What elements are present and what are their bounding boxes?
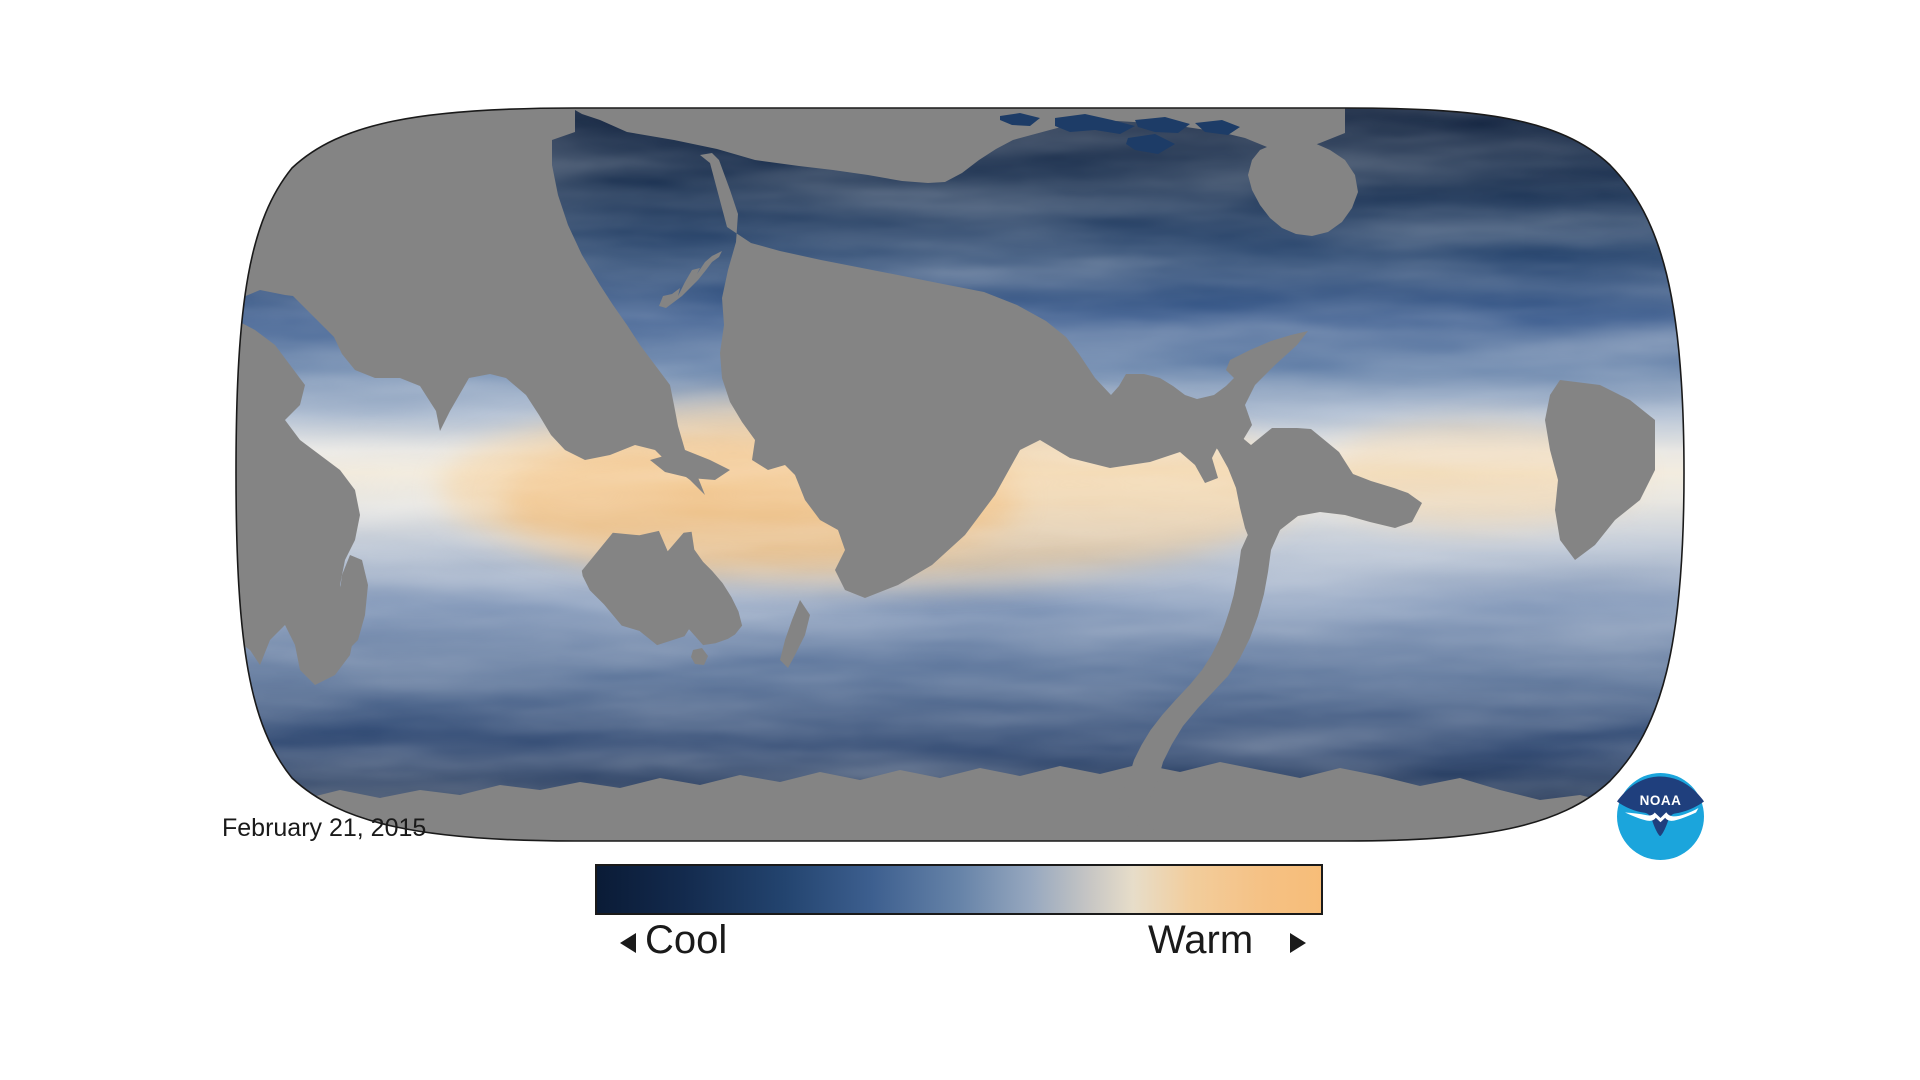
svg-text:Cool: Cool	[645, 918, 727, 962]
svg-text:NOAA: NOAA	[1640, 793, 1682, 808]
svg-text:February 21, 2015: February 21, 2015	[222, 814, 426, 842]
svg-text:Warm: Warm	[1148, 918, 1253, 962]
